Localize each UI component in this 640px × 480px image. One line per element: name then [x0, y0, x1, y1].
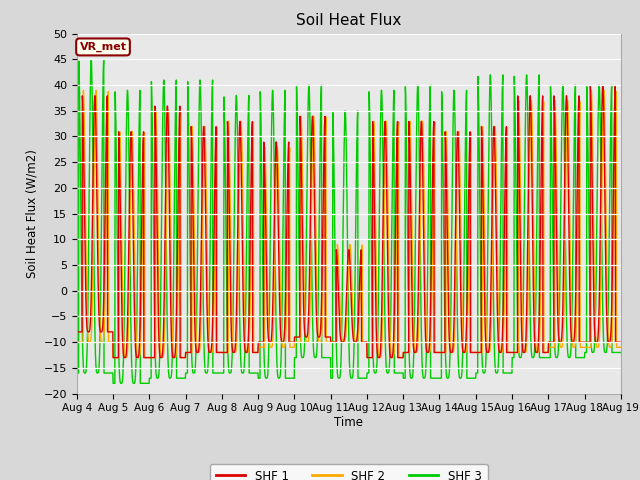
SHF 3: [87, 57, 95, 62]
SHF 3: [73, 370, 81, 376]
Line: SHF 3: SHF 3: [77, 60, 621, 384]
SHF 2: [365, 355, 372, 360]
SHF 1: [569, 339, 577, 345]
SHF 1: [376, 349, 384, 355]
SHF 1: [365, 355, 372, 360]
SHF 3: [109, 381, 117, 386]
SHF 3: [508, 370, 515, 376]
SHF 1: [507, 349, 515, 355]
SHF 2: [225, 127, 233, 133]
SHF 1: [109, 355, 117, 360]
SHF 3: [570, 221, 577, 227]
Text: VR_met: VR_met: [79, 42, 127, 52]
SHF 2: [617, 345, 625, 350]
SHF 1: [617, 339, 625, 345]
SHF 3: [377, 109, 385, 115]
Line: SHF 1: SHF 1: [77, 85, 621, 358]
SHF 2: [584, 345, 592, 350]
SHF 2: [570, 344, 577, 350]
SHF 3: [617, 349, 625, 355]
Legend: SHF 1, SHF 2, SHF 3: SHF 1, SHF 2, SHF 3: [210, 464, 488, 480]
X-axis label: Time: Time: [334, 416, 364, 429]
SHF 3: [365, 370, 372, 376]
Title: Soil Heat Flux: Soil Heat Flux: [296, 13, 401, 28]
SHF 1: [73, 329, 81, 335]
Y-axis label: Soil Heat Flux (W/m2): Soil Heat Flux (W/m2): [25, 149, 38, 278]
SHF 1: [225, 169, 232, 175]
Line: SHF 2: SHF 2: [77, 90, 621, 358]
SHF 2: [508, 349, 515, 355]
SHF 2: [109, 355, 117, 360]
SHF 3: [225, 369, 233, 375]
SHF 1: [584, 339, 592, 345]
SHF 2: [92, 87, 100, 93]
SHF 3: [584, 167, 592, 173]
SHF 2: [73, 339, 81, 345]
SHF 2: [377, 354, 385, 360]
SHF 1: [599, 83, 607, 88]
